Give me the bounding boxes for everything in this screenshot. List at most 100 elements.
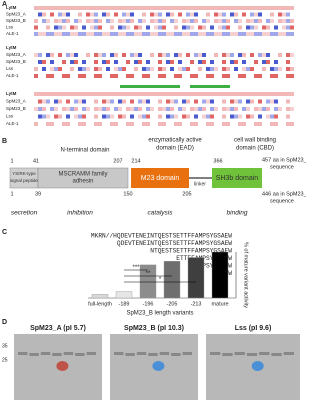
residue — [98, 19, 102, 23]
residue — [290, 92, 294, 96]
residue — [190, 107, 194, 111]
residue — [266, 107, 270, 111]
residue — [74, 12, 78, 17]
residue — [134, 53, 138, 57]
residue — [66, 67, 70, 71]
residue — [290, 53, 294, 57]
residue — [230, 99, 234, 104]
residue — [174, 67, 178, 71]
residue — [162, 74, 166, 78]
residue — [106, 122, 110, 126]
residue — [106, 12, 110, 17]
residue — [178, 46, 182, 50]
residue — [106, 53, 110, 57]
residue — [182, 19, 186, 23]
residue — [50, 46, 54, 50]
residue — [214, 12, 218, 17]
residue — [46, 32, 50, 36]
residue — [242, 46, 246, 50]
residue — [162, 19, 166, 23]
residue — [42, 122, 46, 126]
residue — [250, 53, 254, 57]
residue — [142, 25, 146, 30]
residue — [286, 6, 290, 10]
residue — [134, 25, 138, 30]
residue — [34, 74, 38, 78]
residue — [62, 19, 66, 23]
residue — [66, 60, 70, 64]
residue — [94, 19, 98, 23]
residue — [146, 53, 150, 57]
residue — [94, 6, 98, 10]
residue — [198, 99, 202, 104]
residue — [62, 46, 66, 50]
residue — [78, 67, 82, 71]
residue — [262, 25, 266, 30]
residue — [178, 74, 182, 78]
residue — [242, 74, 246, 78]
residue — [174, 74, 178, 78]
residue — [54, 67, 58, 71]
residue — [82, 114, 86, 119]
residue — [134, 12, 138, 17]
position: 41 — [33, 158, 39, 164]
residue — [102, 67, 106, 71]
residue — [126, 114, 130, 119]
residue — [250, 67, 254, 71]
residue — [126, 6, 130, 10]
residue — [282, 74, 286, 78]
residue — [210, 67, 214, 71]
residue — [130, 53, 134, 57]
residue — [42, 53, 46, 57]
residue — [258, 67, 262, 71]
residue — [82, 99, 86, 104]
residue — [230, 19, 234, 23]
residue — [234, 92, 238, 96]
residue — [278, 25, 282, 30]
residue — [218, 99, 222, 104]
residue — [102, 19, 106, 23]
residue — [58, 19, 62, 23]
residue — [38, 19, 42, 23]
residue — [150, 12, 154, 17]
residue — [50, 32, 54, 36]
residue — [78, 114, 82, 119]
residue — [66, 74, 70, 78]
residue — [50, 67, 54, 71]
residue — [38, 67, 42, 71]
residue — [70, 122, 74, 126]
residue — [66, 6, 70, 10]
residue — [118, 67, 122, 71]
residue — [102, 6, 106, 10]
role: binding — [227, 210, 248, 217]
residue — [166, 114, 170, 119]
residue — [50, 122, 54, 126]
row-label: LytM — [6, 91, 17, 96]
residue — [278, 122, 282, 126]
residue — [210, 114, 214, 119]
residue — [98, 114, 102, 119]
residue — [94, 53, 98, 57]
gel-band — [234, 352, 245, 355]
residue — [278, 19, 282, 23]
residue — [110, 25, 114, 30]
residue — [182, 99, 186, 104]
residue — [158, 114, 162, 119]
residue — [58, 32, 62, 36]
residue — [234, 32, 238, 36]
residue — [170, 74, 174, 78]
sequence: ETTFFAMPSYGSAEW — [176, 255, 232, 262]
residue — [290, 60, 294, 64]
residue — [214, 25, 218, 30]
residue — [102, 60, 106, 64]
residue — [90, 60, 94, 64]
sequence: QDEVTENEINTQESTSETTFFAMPSYGSAEW — [117, 240, 232, 247]
residue — [86, 25, 90, 30]
residue — [282, 67, 286, 71]
residue — [186, 25, 190, 30]
residue — [42, 67, 46, 71]
residue — [122, 122, 126, 126]
residue — [242, 114, 246, 119]
residue — [78, 25, 82, 30]
residue — [106, 25, 110, 30]
